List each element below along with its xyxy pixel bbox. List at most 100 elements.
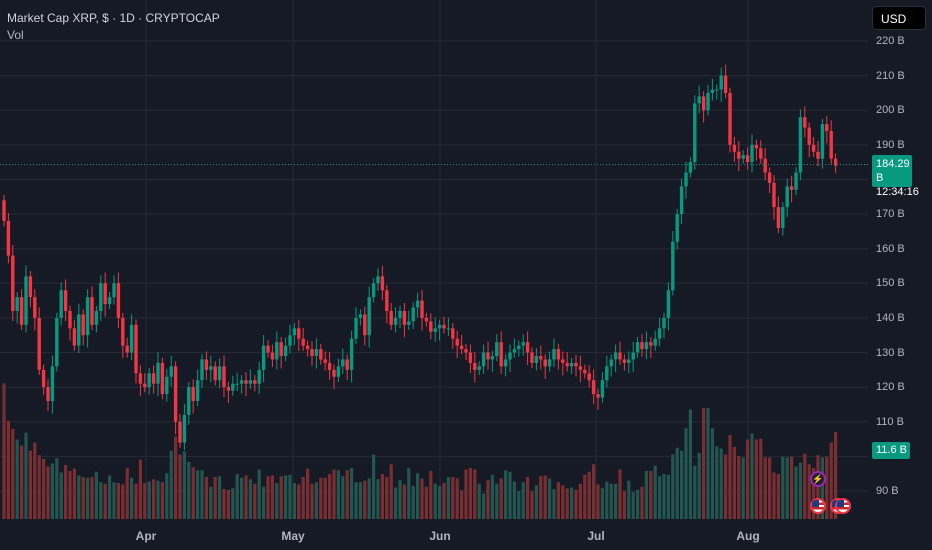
candle-body[interactable] [327,362,332,370]
candle-body[interactable] [547,359,552,367]
candle-body[interactable] [759,148,763,159]
candle-body[interactable] [525,342,530,353]
candle-body[interactable] [389,311,393,325]
candle-body[interactable] [635,342,640,353]
candle-body[interactable] [33,297,37,318]
candle-body[interactable] [226,387,231,391]
candle-body[interactable] [393,317,398,325]
candle-body[interactable] [125,345,129,353]
candle-body[interactable] [415,300,420,308]
candle-body[interactable] [442,324,446,329]
candle-body[interactable] [600,380,605,398]
candle-body[interactable] [420,300,424,318]
candle-body[interactable] [134,324,138,374]
candle-body[interactable] [336,366,341,377]
candle-body[interactable] [569,362,574,367]
candle-body[interactable] [323,359,327,363]
candle-body[interactable] [178,421,182,443]
currency-button[interactable]: USD [872,6,926,30]
candle-body[interactable] [129,324,134,353]
candle-body[interactable] [499,342,503,367]
candle-body[interactable] [552,349,556,360]
candle-body[interactable] [671,241,675,291]
candle-body[interactable] [657,328,662,339]
candle-body[interactable] [583,369,587,374]
candle-body[interactable] [508,352,512,360]
candle-body[interactable] [697,96,701,104]
candle-body[interactable] [165,376,169,395]
candle-body[interactable] [807,127,811,145]
candle-body[interactable] [85,297,90,336]
candle-body[interactable] [561,359,565,363]
candle-body[interactable] [266,345,270,353]
candle-body[interactable] [649,342,653,346]
candle-body[interactable] [156,362,160,384]
candle-body[interactable] [244,380,248,384]
candle-body[interactable] [248,380,253,384]
candle-body[interactable] [345,359,349,370]
candle-body[interactable] [437,324,442,329]
candle-body[interactable] [103,283,107,305]
candle-body[interactable] [77,314,81,346]
candle-body[interactable] [143,383,147,388]
candle-body[interactable] [763,158,767,173]
candle-body[interactable] [314,349,319,356]
candle-body[interactable] [292,328,297,336]
candle-body[interactable] [486,352,490,360]
candle-body[interactable] [490,356,495,360]
candle-body[interactable] [719,75,723,90]
candle-body[interactable] [341,359,345,367]
candle-body[interactable] [332,369,336,377]
candle-body[interactable] [55,317,59,367]
candle-body[interactable] [59,290,63,318]
candle-body[interactable] [481,352,486,367]
candle-body[interactable] [380,276,385,291]
candle-body[interactable] [429,321,433,332]
candle-body[interactable] [631,352,635,360]
us-flag-event-icon[interactable] [810,498,826,514]
candle-body[interactable] [543,359,547,367]
candle-body[interactable] [367,297,371,336]
candle-body[interactable] [433,328,437,332]
candle-body[interactable] [363,314,367,336]
candle-body[interactable] [371,283,376,298]
candle-body[interactable] [41,369,46,388]
candle-body[interactable] [825,124,829,131]
candle-body[interactable] [46,387,50,401]
candle-body[interactable] [213,366,217,381]
candle-body[interactable] [794,172,798,190]
candle-body[interactable] [811,144,816,152]
candle-body[interactable] [72,328,77,346]
candle-body[interactable] [209,366,213,370]
candle-body[interactable] [354,317,358,339]
candle-body[interactable] [455,338,459,346]
candle-body[interactable] [288,335,292,346]
candle-body[interactable] [715,89,719,91]
candle-body[interactable] [270,352,275,360]
candle-body[interactable] [301,338,305,346]
candle-body[interactable] [222,366,226,388]
candle-body[interactable] [539,356,543,360]
candle-body[interactable] [574,362,578,367]
candle-body[interactable] [169,366,173,377]
candle-body[interactable] [451,328,455,339]
candle-body[interactable] [816,151,820,159]
candle-body[interactable] [613,352,618,360]
candle-body[interactable] [305,345,310,350]
candle-body[interactable] [319,349,323,360]
candle-body[interactable] [512,349,517,353]
candle-body[interactable] [200,359,204,381]
candle-body[interactable] [187,387,191,415]
candle-body[interactable] [195,380,200,401]
candle-body[interactable] [495,342,499,356]
candle-body[interactable] [235,383,239,385]
candle-body[interactable] [684,172,688,187]
candle-body[interactable] [745,155,750,163]
candle-body[interactable] [662,317,666,329]
candle-body[interactable] [424,317,429,322]
candle-body[interactable] [798,117,803,173]
candle-body[interactable] [107,297,112,305]
candle-body[interactable] [446,328,451,330]
candle-body[interactable] [398,311,402,318]
candle-body[interactable] [407,321,411,325]
